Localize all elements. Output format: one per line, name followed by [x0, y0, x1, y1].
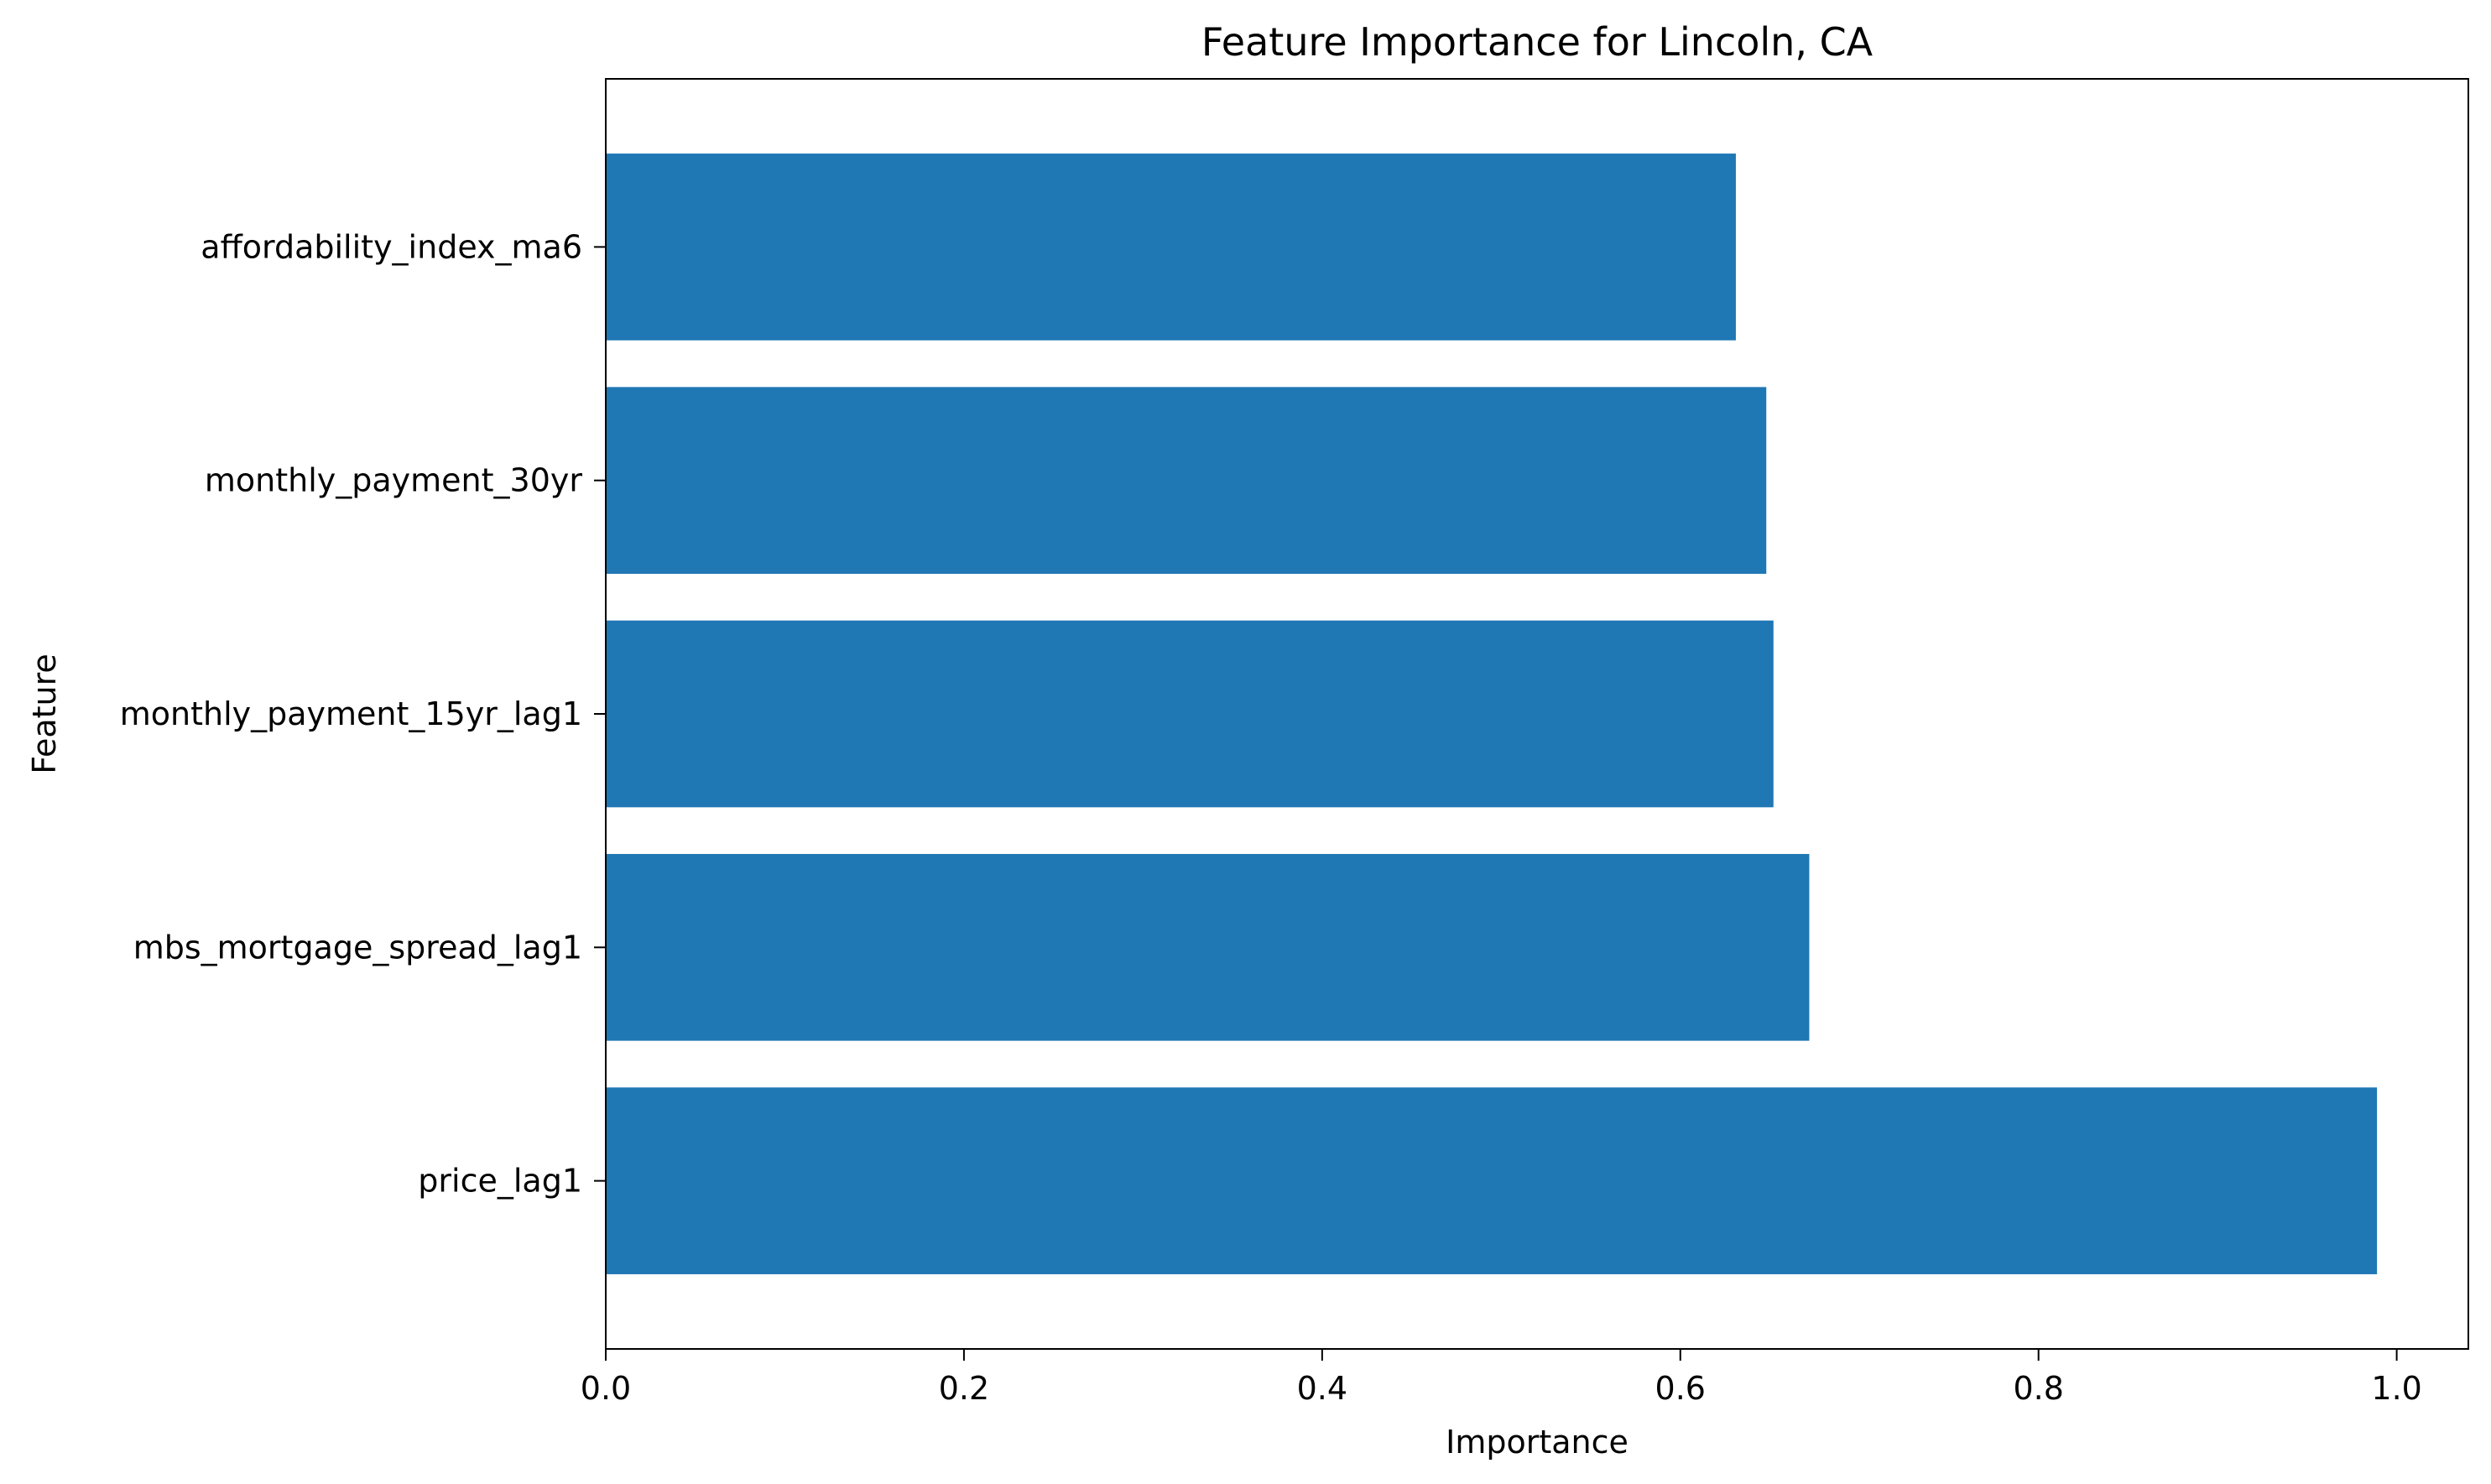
bar-affordability_index_ma6: [606, 154, 1736, 341]
y-tick-label: monthly_payment_30yr: [205, 462, 582, 499]
y-tick-label: monthly_payment_15yr_lag1: [120, 695, 582, 732]
x-tick-label: 0.6: [1655, 1370, 1706, 1407]
y-axis-ticks: price_lag1 mbs_mortgage_spread_lag1 monthl…: [120, 228, 606, 1200]
bars-layer: [606, 154, 2378, 1274]
chart-title: Feature Importance for Lincoln, CA: [1201, 19, 1873, 65]
x-tick-label: 0.2: [939, 1370, 989, 1407]
bar-price_lag1: [606, 1087, 2378, 1274]
x-tick-label: 0.4: [1297, 1370, 1347, 1407]
bar-monthly_payment_15yr_lag1: [606, 620, 1774, 808]
bar-monthly_payment_30yr: [606, 387, 1767, 575]
x-axis-ticks: 0.0 0.2 0.4 0.6 0.8 1.0: [581, 1349, 2422, 1407]
x-tick-label: 1.0: [2371, 1370, 2421, 1407]
x-tick-label: 0.0: [581, 1370, 631, 1407]
y-axis-label: Feature: [26, 653, 63, 774]
x-tick-label: 0.8: [2013, 1370, 2063, 1407]
bar-mbs_mortgage_spread_lag1: [606, 853, 1810, 1041]
y-tick-label: affordability_index_ma6: [201, 228, 582, 265]
y-tick-label: mbs_mortgage_spread_lag1: [133, 929, 582, 966]
x-axis-label: Importance: [1446, 1424, 1629, 1461]
y-tick-label: price_lag1: [418, 1163, 582, 1200]
